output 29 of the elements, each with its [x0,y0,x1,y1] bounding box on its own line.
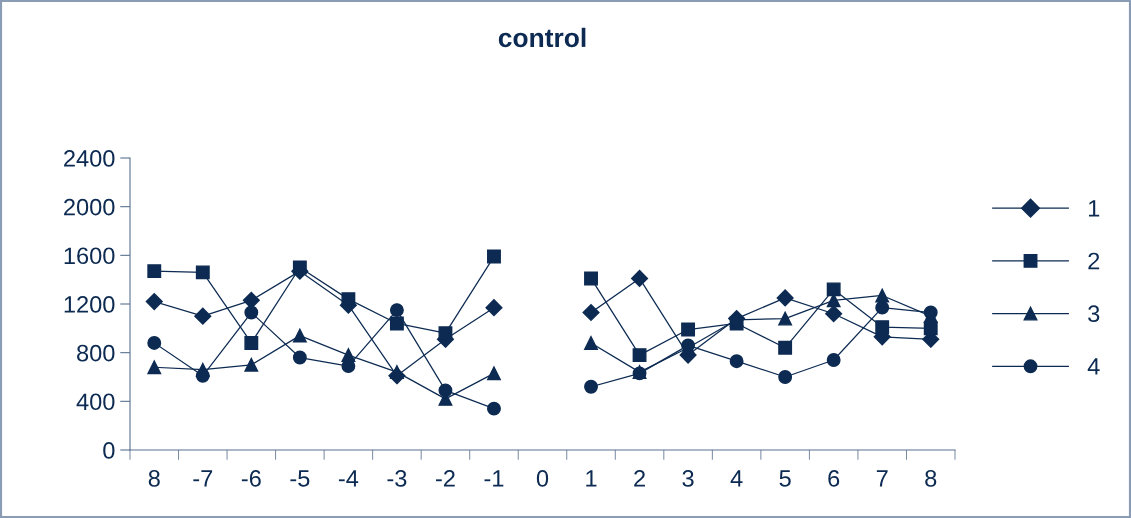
y-tick-label: 1600 [64,247,115,265]
x-tick-label: 1 [586,470,597,487]
x-tick-label: -6 [241,470,261,487]
y-tick-label: 2400 [64,150,115,167]
chart-title: control [498,27,586,48]
y-tick-label: 800 [77,344,115,362]
x-tick-label: -4 [338,470,359,487]
x-tick-label: 3 [682,470,694,487]
legend-label: 2 [1088,252,1100,270]
x-tick-label: 4 [730,470,743,487]
y-tick-label: 1200 [64,296,115,313]
legend-label: 4 [1087,358,1100,375]
y-tick-label: 400 [76,393,115,411]
legend-label: 3 [1088,305,1100,323]
x-tick-label: 6 [828,470,840,487]
x-tick-label: 0 [536,470,549,487]
x-tick-label: 7 [876,470,888,487]
x-tick-label: 5 [779,470,791,487]
x-tick-label: 2 [634,470,645,487]
x-tick-label: 8 [148,470,160,487]
x-tick-label: -3 [387,470,407,487]
x-tick-label: -5 [290,470,310,487]
legend-label: 1 [1088,200,1100,217]
x-tick-label: -2 [435,470,455,487]
y-tick-label: 2000 [64,198,115,216]
x-tick-label: -1 [484,470,504,487]
x-tick-label: -7 [193,470,213,487]
x-tick-label: 8 [925,470,937,487]
y-tick-label: 0 [103,442,115,459]
